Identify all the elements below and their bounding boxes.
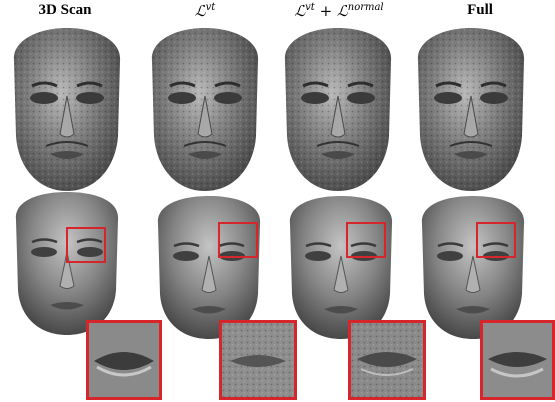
zoom-eye-vt-normal (351, 323, 423, 397)
col-header-3d-scan: 3D Scan (38, 2, 92, 18)
zoom-eye-scan (89, 323, 159, 397)
face-vt-top (140, 26, 270, 194)
lvt-symbol: ℒ (194, 2, 206, 20)
zoom-inset-full (480, 320, 555, 400)
face-scan-top (2, 26, 132, 194)
col-header-lvt: ℒvt (140, 2, 270, 24)
lvt-normal-superscript-vt: vt (305, 2, 315, 13)
col-header-full: Full (467, 2, 493, 18)
zoom-inset-vt (219, 320, 297, 400)
roi-box-scan (66, 227, 106, 263)
zoom-inset-vt-normal (348, 320, 426, 400)
lvt-normal-symbol: ℒ (294, 2, 306, 20)
zoom-eye-full (483, 323, 552, 397)
col-header-lvt-normal: ℒvt + ℒnormal (268, 2, 410, 24)
roi-box-vt (218, 222, 258, 258)
lvt-normal-superscript-normal: normal (347, 2, 384, 13)
zoom-inset-scan (86, 320, 162, 400)
face-full-top (406, 26, 536, 194)
lvt-superscript: vt (205, 2, 216, 13)
lvt-normal-plus: + ℒ (314, 2, 348, 20)
face-vt-normal-top (273, 26, 403, 194)
roi-box-full (476, 222, 516, 258)
roi-box-vt-normal (346, 222, 386, 258)
zoom-eye-vt (222, 323, 294, 397)
face-scan-bottom (2, 190, 132, 338)
